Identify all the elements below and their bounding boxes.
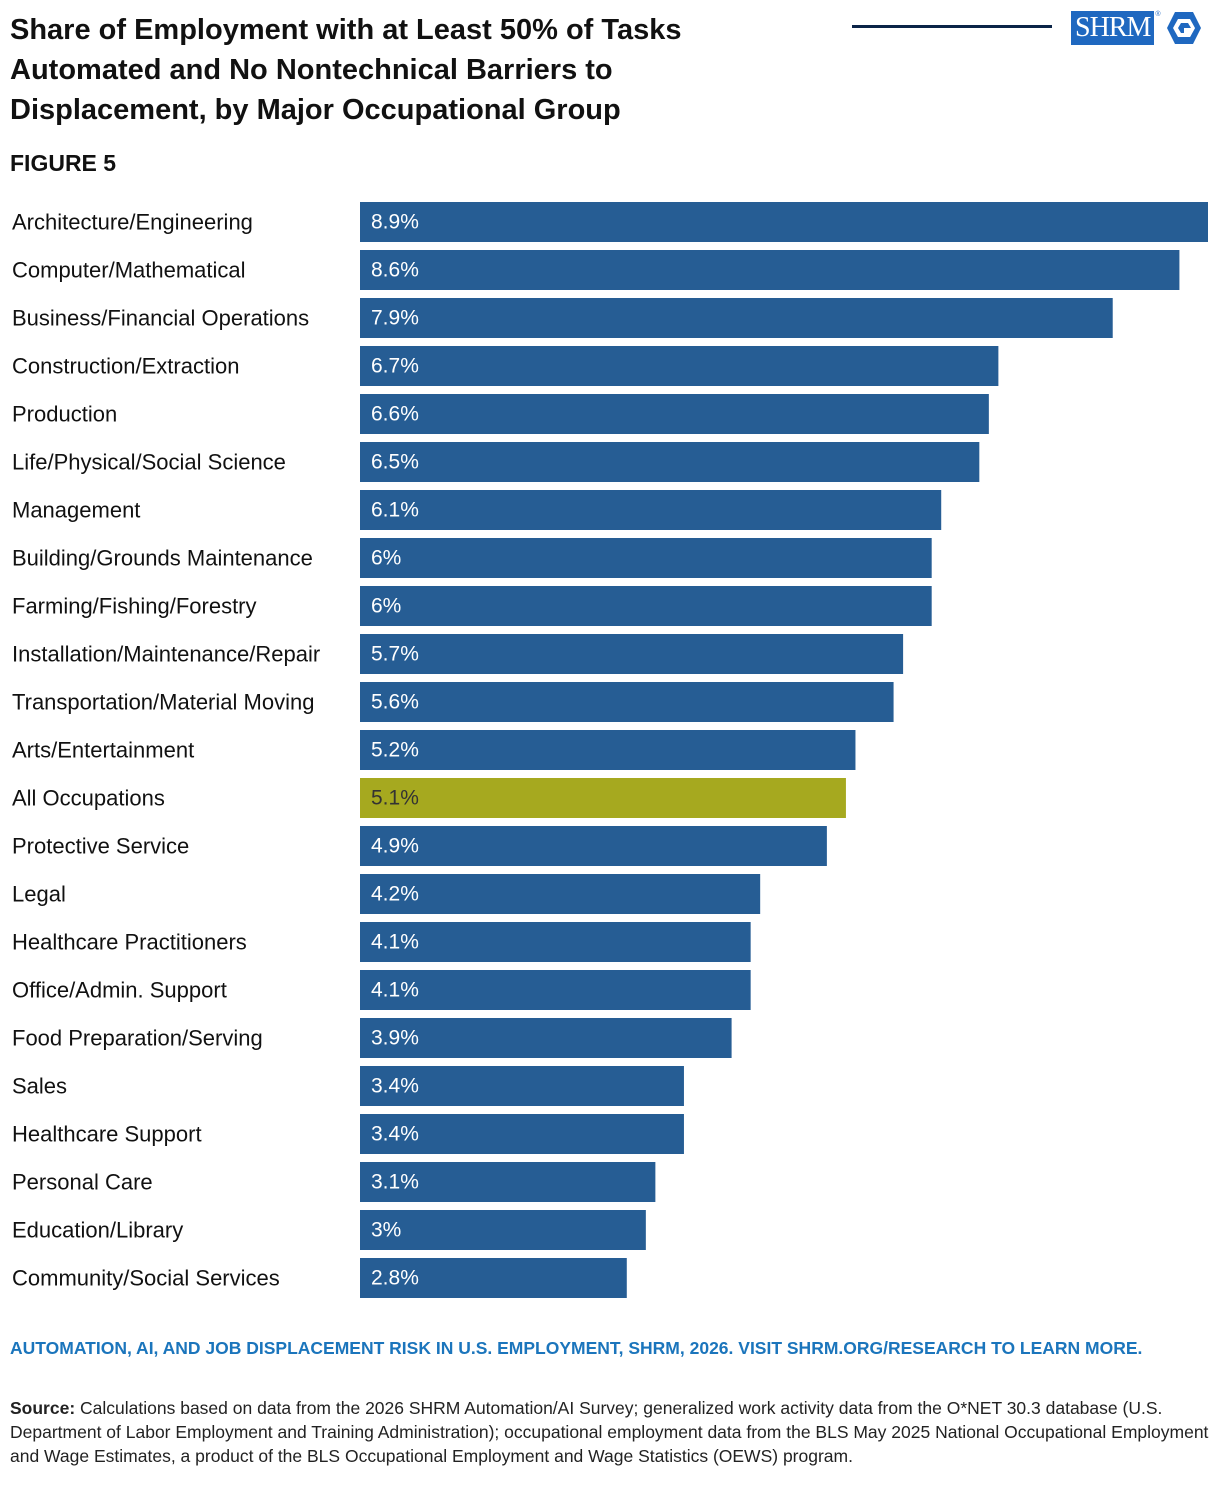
category-label-education-library: Education/Library bbox=[12, 1218, 183, 1243]
source-text: Calculations based on data from the 2026… bbox=[10, 1398, 1209, 1466]
bar-protective-service bbox=[360, 826, 827, 866]
figure-label: FIGURE 5 bbox=[10, 150, 117, 176]
bar-chart: Architecture/Engineering 8.9% Computer/Mat… bbox=[12, 202, 1208, 1298]
bar-transportation-material-moving bbox=[360, 682, 894, 722]
value-label-sales: 3.4% bbox=[371, 1075, 419, 1098]
bar-business-financial-operations bbox=[360, 298, 1113, 338]
category-label-production: Production bbox=[12, 402, 117, 427]
bar-healthcare-practitioners bbox=[360, 922, 751, 962]
bar-architecture-engineering bbox=[360, 202, 1208, 242]
bar-management bbox=[360, 490, 942, 530]
value-label-building-grounds-maintenance: 6% bbox=[371, 547, 401, 570]
value-label-architecture-engineering: 8.9% bbox=[371, 211, 419, 234]
bar-office-admin-support bbox=[360, 970, 751, 1010]
value-label-education-library: 3% bbox=[371, 1219, 401, 1242]
category-label-healthcare-practitioners: Healthcare Practitioners bbox=[12, 930, 247, 955]
value-label-installation-maintenance-repair: 5.7% bbox=[371, 643, 419, 666]
shrm-logo: SHRM ® bbox=[1071, 11, 1202, 45]
category-label-sales: Sales bbox=[12, 1074, 67, 1099]
bar-construction-extraction bbox=[360, 346, 999, 386]
bar-legal bbox=[360, 874, 761, 914]
bar-all-occupations bbox=[360, 778, 846, 818]
bar-production bbox=[360, 394, 989, 434]
bar-personal-care bbox=[360, 1162, 656, 1202]
bar-food-preparation-serving bbox=[360, 1018, 732, 1058]
chart-title: Share of Employment with at Least 50% of… bbox=[10, 14, 682, 126]
value-label-construction-extraction: 6.7% bbox=[371, 355, 419, 378]
value-label-protective-service: 4.9% bbox=[371, 835, 419, 858]
value-label-healthcare-support: 3.4% bbox=[371, 1123, 419, 1146]
category-label-office-admin-support: Office/Admin. Support bbox=[12, 978, 227, 1003]
value-label-arts-entertainment: 5.2% bbox=[371, 739, 419, 762]
category-label-computer-mathematical: Computer/Mathematical bbox=[12, 258, 246, 283]
value-label-office-admin-support: 4.1% bbox=[371, 979, 419, 1002]
bar-computer-mathematical bbox=[360, 250, 1180, 290]
source-note: Source: Calculations based on data from … bbox=[10, 1396, 1210, 1468]
value-label-community-social-services: 2.8% bbox=[371, 1267, 419, 1290]
bar-healthcare-support bbox=[360, 1114, 684, 1154]
bar-education-library bbox=[360, 1210, 646, 1250]
registered-mark: ® bbox=[1155, 11, 1161, 18]
shrm-hexagon-icon bbox=[1166, 12, 1201, 44]
logo-wordmark-box: SHRM bbox=[1071, 11, 1155, 45]
category-label-business-financial-operations: Business/Financial Operations bbox=[12, 306, 309, 331]
category-label-protective-service: Protective Service bbox=[12, 834, 189, 859]
category-label-installation-maintenance-repair: Installation/Maintenance/Repair bbox=[12, 642, 320, 667]
value-label-farming-fishing-forestry: 6% bbox=[371, 595, 401, 618]
footer-cta: AUTOMATION, AI, AND JOB DISPLACEMENT RIS… bbox=[10, 1338, 1143, 1358]
bar-life-physical-social-science bbox=[360, 442, 980, 482]
category-label-life-physical-social-science: Life/Physical/Social Science bbox=[12, 450, 286, 475]
bar-sales bbox=[360, 1066, 684, 1106]
value-label-food-preparation-serving: 3.9% bbox=[371, 1027, 419, 1050]
value-label-computer-mathematical: 8.6% bbox=[371, 259, 419, 282]
category-label-arts-entertainment: Arts/Entertainment bbox=[12, 738, 194, 763]
category-label-management: Management bbox=[12, 498, 140, 523]
bar-installation-maintenance-repair bbox=[360, 634, 904, 674]
category-label-legal: Legal bbox=[12, 882, 66, 907]
category-label-food-preparation-serving: Food Preparation/Serving bbox=[12, 1026, 263, 1051]
bar-building-grounds-maintenance bbox=[360, 538, 932, 578]
value-label-personal-care: 3.1% bbox=[371, 1171, 419, 1194]
value-label-life-physical-social-science: 6.5% bbox=[371, 451, 419, 474]
bar-arts-entertainment bbox=[360, 730, 856, 770]
category-label-architecture-engineering: Architecture/Engineering bbox=[12, 210, 253, 235]
bar-farming-fishing-forestry bbox=[360, 586, 932, 626]
category-label-community-social-services: Community/Social Services bbox=[12, 1266, 280, 1291]
category-label-personal-care: Personal Care bbox=[12, 1170, 153, 1195]
category-label-building-grounds-maintenance: Building/Grounds Maintenance bbox=[12, 546, 313, 571]
category-label-all-occupations: All Occupations bbox=[12, 786, 165, 811]
source-label: Source: bbox=[10, 1398, 76, 1418]
bar-community-social-services bbox=[360, 1258, 627, 1298]
header-rule bbox=[852, 25, 1052, 28]
value-label-healthcare-practitioners: 4.1% bbox=[371, 931, 419, 954]
category-label-transportation-material-moving: Transportation/Material Moving bbox=[12, 690, 314, 715]
category-label-farming-fishing-forestry: Farming/Fishing/Forestry bbox=[12, 594, 257, 619]
value-label-business-financial-operations: 7.9% bbox=[371, 307, 419, 330]
value-label-transportation-material-moving: 5.6% bbox=[371, 691, 419, 714]
value-label-all-occupations: 5.1% bbox=[371, 787, 419, 810]
value-label-legal: 4.2% bbox=[371, 883, 419, 906]
category-label-healthcare-support: Healthcare Support bbox=[12, 1122, 202, 1147]
category-label-construction-extraction: Construction/Extraction bbox=[12, 354, 239, 379]
value-label-management: 6.1% bbox=[371, 499, 419, 522]
logo-wordmark: SHRM bbox=[1075, 12, 1151, 43]
value-label-production: 6.6% bbox=[371, 403, 419, 426]
